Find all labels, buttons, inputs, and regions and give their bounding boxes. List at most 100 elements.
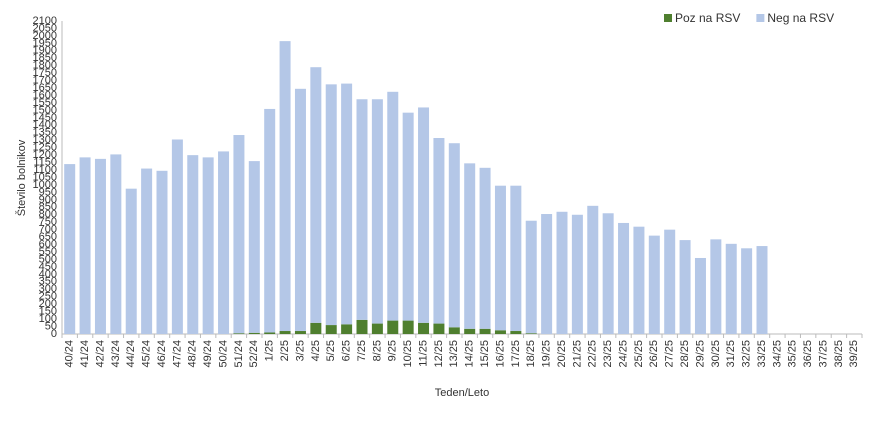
- y-tick-label: 600: [39, 238, 57, 250]
- y-tick-label: 1150: [33, 157, 57, 169]
- x-tick-label: 7/25: [356, 340, 368, 361]
- y-tick-label: 650: [39, 231, 57, 243]
- y-tick-label: 400: [39, 268, 57, 280]
- x-tick-label: 46/24: [156, 340, 168, 368]
- bar: [310, 67, 322, 323]
- y-tick-label: 450: [39, 261, 57, 273]
- y-tick-label: 2100: [33, 15, 57, 27]
- bar: [679, 240, 691, 334]
- bar: [510, 185, 522, 332]
- bar: [110, 154, 122, 334]
- bar: [233, 135, 245, 334]
- y-tick-label: 150: [39, 306, 57, 318]
- x-tick-label: 39/25: [848, 340, 860, 368]
- bar: [541, 214, 553, 334]
- y-tick-label: 700: [39, 224, 57, 236]
- x-tick-label: 27/25: [664, 340, 676, 368]
- y-tick-label: 0: [51, 328, 57, 340]
- bar: [479, 328, 491, 334]
- bar: [494, 185, 506, 331]
- y-tick-label: 550: [39, 246, 57, 258]
- x-axis-title: Teden/Leto: [435, 387, 489, 399]
- x-tick-label: 17/25: [510, 340, 522, 368]
- bar: [279, 41, 291, 332]
- y-tick-label: 1100: [33, 164, 57, 176]
- x-tick-label: 44/24: [125, 340, 137, 368]
- bar: [602, 213, 614, 334]
- x-tick-label: 29/25: [694, 340, 706, 368]
- y-tick-label: 100: [39, 313, 57, 325]
- y-tick-label: 1550: [33, 97, 57, 109]
- bar: [325, 325, 337, 334]
- bar: [402, 112, 414, 321]
- bar: [371, 323, 383, 334]
- x-tick-label: 41/24: [79, 340, 91, 368]
- x-tick-label: 38/25: [833, 340, 845, 368]
- y-tick-label: 900: [39, 194, 57, 206]
- y-tick-label: 300: [39, 283, 57, 295]
- bar: [710, 239, 722, 334]
- bar: [248, 161, 260, 333]
- bar: [141, 168, 153, 334]
- bar: [587, 205, 599, 334]
- bar: [233, 333, 245, 334]
- x-tick-label: 12/25: [433, 340, 445, 368]
- legend-label: Neg na RSV: [767, 11, 834, 25]
- y-tick-label: 1250: [33, 142, 57, 154]
- x-tick-label: 5/25: [325, 340, 337, 361]
- bar: [464, 328, 476, 334]
- x-tick-label: 19/25: [541, 340, 553, 368]
- x-tick-label: 4/25: [310, 340, 322, 361]
- x-tick-label: 1/25: [264, 340, 276, 361]
- x-tick-label: 52/24: [248, 340, 260, 368]
- bar: [218, 151, 230, 334]
- y-tick-label: 500: [39, 253, 57, 265]
- bar: [187, 155, 199, 334]
- bar: [341, 83, 353, 325]
- y-tick-label: 1200: [33, 149, 57, 161]
- y-tick-label: 950: [39, 186, 57, 198]
- x-tick-label: 21/25: [571, 340, 583, 368]
- x-tick-label: 15/25: [479, 340, 491, 368]
- bar: [79, 157, 91, 334]
- bar: [387, 91, 399, 321]
- y-tick-label: 750: [39, 216, 57, 228]
- x-tick-label: 31/25: [725, 340, 737, 368]
- bar: [633, 226, 645, 334]
- x-tick-label: 13/25: [448, 340, 460, 368]
- bar: [433, 138, 445, 324]
- x-tick-label: 11/25: [417, 340, 429, 367]
- x-tick-label: 16/25: [494, 340, 506, 368]
- bar: [371, 99, 383, 324]
- x-tick-label: 50/24: [217, 340, 229, 368]
- bar: [571, 214, 583, 334]
- bar: [525, 220, 537, 334]
- bar: [664, 229, 676, 334]
- bar: [294, 331, 306, 334]
- y-tick-label: 1800: [33, 60, 57, 72]
- bar: [248, 332, 260, 334]
- x-tick-label: 45/24: [141, 340, 153, 368]
- bar: [125, 188, 137, 334]
- x-tick-label: 43/24: [110, 340, 122, 368]
- bar: [694, 257, 706, 334]
- x-tick-label: 49/24: [202, 340, 214, 368]
- legend-swatch: [664, 14, 672, 22]
- x-tick-label: 22/25: [587, 340, 599, 368]
- y-tick-label: 1900: [33, 45, 57, 57]
- x-tick-label: 30/25: [710, 340, 722, 368]
- x-tick-label: 18/25: [525, 340, 537, 368]
- y-tick-label: 1700: [33, 75, 57, 87]
- bar: [510, 331, 522, 334]
- bar: [341, 324, 353, 334]
- bar: [294, 88, 306, 332]
- bar: [741, 248, 753, 334]
- x-tick-label: 42/24: [94, 340, 106, 368]
- bar: [618, 222, 630, 334]
- y-tick-label: 1650: [33, 82, 57, 94]
- x-tick-label: 26/25: [648, 340, 660, 368]
- bar: [264, 332, 276, 334]
- y-tick-label: 800: [39, 209, 57, 221]
- bar: [418, 107, 430, 323]
